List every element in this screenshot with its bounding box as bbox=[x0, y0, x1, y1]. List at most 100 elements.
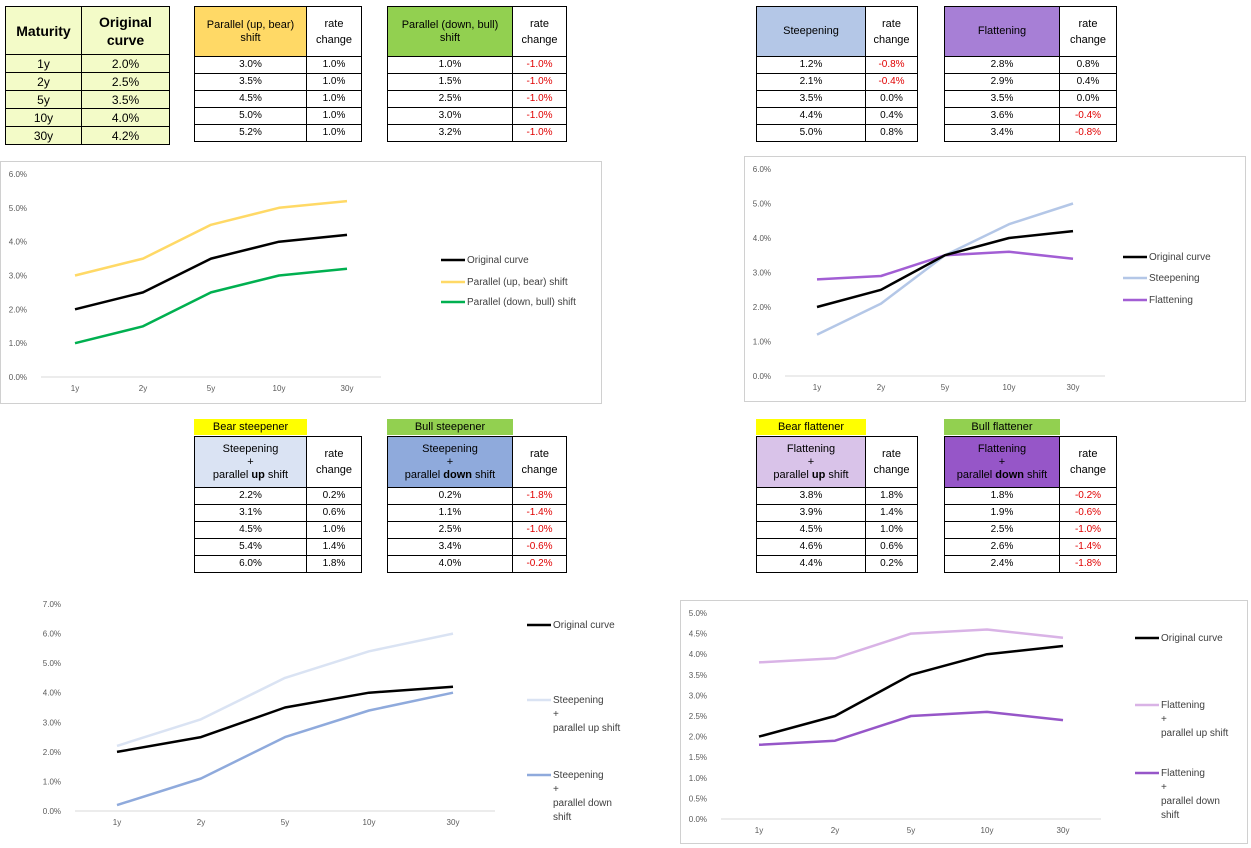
bear-steepener-change-cell: 1.8% bbox=[306, 555, 362, 573]
y-tick-label: 5.0% bbox=[9, 204, 27, 213]
y-tick-label: 6.0% bbox=[753, 165, 771, 174]
steepening-value-cell: 5.0% bbox=[756, 124, 866, 142]
y-tick-label: 2.0% bbox=[9, 305, 27, 314]
bull-steepener-change-cell: -0.6% bbox=[512, 538, 567, 556]
bear-flattener-change-cell: 0.2% bbox=[865, 555, 918, 573]
bull-steepener-value-cell: 4.0% bbox=[387, 555, 513, 573]
bull-flattener-table: Flattening + parallel down shift rate change… bbox=[944, 436, 1117, 573]
original-curve-table: Maturity Original curve 1y 2.0% 2y 2.5% 5y 3… bbox=[5, 6, 170, 145]
chart-steepeners: 0.0% 1.0% 2.0% 3.0% 4.0% 5.0% 6.0% 7.0% 1y 2y 5y 10… bbox=[34, 590, 654, 840]
bear-flattener-value-cell: 3.8% bbox=[756, 487, 866, 505]
bear-flattener-change-cell: 1.0% bbox=[865, 521, 918, 539]
y-tick-label: 1.0% bbox=[9, 339, 27, 348]
bull-flattener-change-cell: -0.2% bbox=[1059, 487, 1117, 505]
y-tick-label: 2.0% bbox=[689, 733, 707, 742]
bull-parallel-value-cell: 2.5% bbox=[387, 90, 513, 108]
chart-steepeners-svg: 0.0% 1.0% 2.0% 3.0% 4.0% 5.0% 6.0% 7.0% 1y 2y 5y 10… bbox=[43, 600, 621, 827]
y-tick-label: 3.0% bbox=[689, 691, 707, 700]
bear-steepener-change-cell: 0.2% bbox=[306, 487, 362, 505]
series-line bbox=[816, 229, 1074, 309]
y-tick-label: 1.0% bbox=[689, 774, 707, 783]
legend-label: Flattening bbox=[1149, 295, 1193, 306]
bull-parallel-value-cell: 1.0% bbox=[387, 56, 513, 74]
steepening-value-cell: 2.1% bbox=[756, 73, 866, 91]
x-tick-label: 2y bbox=[877, 383, 885, 392]
bear-steepener-value-cell: 3.1% bbox=[194, 504, 307, 522]
legend-label: shift bbox=[1161, 810, 1180, 821]
maturity-cell: 1y bbox=[5, 54, 82, 73]
x-tick-label: 1y bbox=[113, 818, 121, 827]
y-tick-label: 6.0% bbox=[9, 170, 27, 179]
steepening-change-cell: 0.8% bbox=[865, 124, 918, 142]
bull-parallel-rate-change-header: rate change bbox=[512, 6, 567, 57]
maturity-cell: 5y bbox=[5, 90, 82, 109]
legend-label: Original curve bbox=[467, 255, 529, 266]
bear-flattener-change-cell: 1.4% bbox=[865, 504, 918, 522]
bull-parallel-change-cell: -1.0% bbox=[512, 56, 567, 74]
bear-steepener-rate-change-header: rate change bbox=[306, 436, 362, 488]
bear-flattener-tag: Bear flattener bbox=[756, 419, 866, 435]
bear-flattener-value-cell: 4.5% bbox=[756, 521, 866, 539]
bull-steepener-table: Steepening + parallel down shift rate change… bbox=[387, 436, 567, 573]
x-tick-label: 5y bbox=[941, 383, 949, 392]
bear-parallel-table: Parallel (up, bear) shift rate change 3.0% 1.… bbox=[194, 6, 362, 142]
steepening-header: Steepening bbox=[756, 6, 866, 57]
x-tick-label: 10y bbox=[273, 384, 286, 393]
bear-steepener-value-cell: 6.0% bbox=[194, 555, 307, 573]
original-curve-header: Original curve bbox=[81, 6, 170, 55]
bull-steepener-change-cell: -1.4% bbox=[512, 504, 567, 522]
x-tick-label: 1y bbox=[813, 383, 821, 392]
bear-flattener-rate-change-header: rate change bbox=[865, 436, 918, 488]
legend-label: Flattening bbox=[1161, 700, 1205, 711]
chart-parallel-shifts-svg: 0.0% 1.0% 2.0% 3.0% 4.0% 5.0% 6.0% 1y 2y 5y 10y 30y… bbox=[9, 170, 576, 393]
y-tick-label: 1.0% bbox=[43, 777, 61, 786]
bear-steepener-change-cell: 0.6% bbox=[306, 504, 362, 522]
bear-flattener-value-cell: 3.9% bbox=[756, 504, 866, 522]
flattening-value-cell: 3.4% bbox=[944, 124, 1060, 142]
bear-steepener-value-cell: 2.2% bbox=[194, 487, 307, 505]
flattening-value-cell: 2.9% bbox=[944, 73, 1060, 91]
y-tick-label: 5.0% bbox=[689, 609, 707, 618]
y-tick-label: 4.5% bbox=[689, 630, 707, 639]
bull-parallel-change-cell: -1.0% bbox=[512, 107, 567, 125]
y-tick-label: 2.0% bbox=[43, 748, 61, 757]
x-tick-label: 2y bbox=[831, 826, 839, 835]
bull-flattener-change-cell: -0.6% bbox=[1059, 504, 1117, 522]
legend-label: Steepening bbox=[553, 695, 604, 706]
y-tick-label: 2.5% bbox=[689, 712, 707, 721]
curve-value: 2.0% bbox=[81, 54, 170, 73]
bear-steepener-change-cell: 1.4% bbox=[306, 538, 362, 556]
legend-label: parallel down bbox=[553, 798, 612, 809]
bear-flattener-table: Flattening + parallel up shift rate change 3.… bbox=[756, 436, 918, 573]
flattening-change-cell: 0.4% bbox=[1059, 73, 1117, 91]
x-tick-label: 5y bbox=[281, 818, 289, 827]
x-tick-label: 30y bbox=[341, 384, 354, 393]
y-tick-label: 3.0% bbox=[43, 718, 61, 727]
y-tick-label: 3.0% bbox=[9, 272, 27, 281]
bull-parallel-header: Parallel (down, bull) shift bbox=[387, 6, 513, 57]
chart-steepening-flattening-svg: 0.0% 1.0% 2.0% 3.0% 4.0% 5.0% 6.0% 1y 2y 5y 10y 30y… bbox=[753, 165, 1211, 392]
chart-flatteners-svg: 0.0% 0.5% 1.0% 1.5% 2.0% 2.5% 3.0% 3.5% 4.0% 4.5%… bbox=[689, 609, 1229, 835]
steepening-change-cell: -0.4% bbox=[865, 73, 918, 91]
flattening-change-cell: -0.4% bbox=[1059, 107, 1117, 125]
x-tick-label: 1y bbox=[755, 826, 763, 835]
legend-label: Original curve bbox=[1149, 252, 1211, 263]
bull-steepener-change-cell: -1.8% bbox=[512, 487, 567, 505]
chart-steepening-flattening: 0.0% 1.0% 2.0% 3.0% 4.0% 5.0% 6.0% 1y 2y 5y 10y 30y… bbox=[744, 156, 1246, 402]
bull-parallel-value-cell: 1.5% bbox=[387, 73, 513, 91]
series-line bbox=[758, 710, 1064, 747]
bear-steepener-header: Steepening + parallel up shift bbox=[194, 436, 307, 488]
bear-parallel-change-cell: 1.0% bbox=[306, 56, 362, 74]
flattening-value-cell: 3.5% bbox=[944, 90, 1060, 108]
bull-parallel-value-cell: 3.0% bbox=[387, 107, 513, 125]
steepening-rate-change-header: rate change bbox=[865, 6, 918, 57]
x-tick-label: 30y bbox=[447, 818, 460, 827]
bull-flattener-value-cell: 1.9% bbox=[944, 504, 1060, 522]
bear-flattener-change-cell: 0.6% bbox=[865, 538, 918, 556]
y-tick-label: 4.0% bbox=[9, 238, 27, 247]
flattening-value-cell: 3.6% bbox=[944, 107, 1060, 125]
bear-parallel-change-cell: 1.0% bbox=[306, 90, 362, 108]
legend-label: Parallel (down, bull) shift bbox=[467, 297, 576, 308]
y-tick-label: 0.5% bbox=[689, 794, 707, 803]
bull-flattener-value-cell: 2.6% bbox=[944, 538, 1060, 556]
